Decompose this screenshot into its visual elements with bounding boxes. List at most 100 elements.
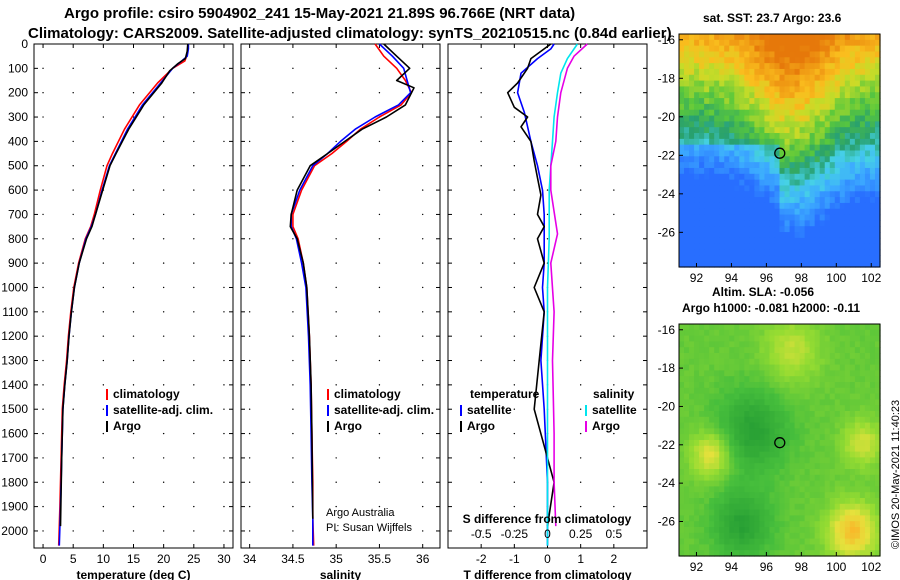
- map-cell: [709, 74, 715, 82]
- map-cell: [809, 550, 816, 557]
- grid-dot: [42, 432, 44, 435]
- map-cell: [749, 358, 755, 366]
- map-cell: [819, 167, 826, 175]
- map-cell: [809, 103, 816, 111]
- map-cell: [734, 156, 740, 163]
- map-cell: [679, 474, 685, 482]
- map-cell: [759, 538, 766, 545]
- map-cell: [869, 492, 876, 499]
- map-cell: [774, 457, 781, 464]
- map-cell: [854, 173, 861, 181]
- map-cell: [809, 202, 816, 210]
- grid-dot: [480, 140, 482, 143]
- map-cell: [849, 173, 856, 181]
- map-cell: [719, 173, 725, 181]
- map-cell: [844, 538, 851, 545]
- map-cell: [784, 480, 791, 487]
- map-cell: [684, 191, 690, 198]
- map-cell: [764, 162, 771, 169]
- grid-dot: [162, 384, 165, 386]
- map-cell: [784, 261, 791, 268]
- map-cell: [829, 445, 836, 453]
- map-cell: [859, 191, 866, 198]
- map-cell: [784, 191, 791, 198]
- map-cell: [799, 191, 806, 198]
- map-cell: [874, 226, 881, 233]
- map-cell: [859, 503, 866, 511]
- map-cell: [754, 358, 761, 366]
- map-cell: [829, 226, 836, 233]
- depth-tick-label: 1500: [1, 402, 28, 416]
- map-cell: [869, 80, 876, 88]
- grid-dot: [102, 432, 105, 435]
- map-cell: [714, 243, 720, 251]
- map-cell: [699, 74, 705, 82]
- map-cell: [804, 370, 811, 377]
- map-cell: [759, 474, 766, 482]
- map-cell: [859, 457, 866, 464]
- map-cell: [804, 121, 811, 128]
- map-cell: [859, 393, 866, 400]
- map-cell: [679, 39, 685, 47]
- map-cell: [719, 63, 725, 70]
- map-cell: [759, 133, 766, 140]
- map-cell: [864, 173, 871, 181]
- map-cell: [739, 474, 745, 482]
- map-cell: [849, 463, 856, 470]
- map-cell: [684, 185, 690, 192]
- map-cell: [794, 68, 801, 76]
- map-cell: [864, 492, 871, 499]
- map-cell: [874, 445, 881, 453]
- map-cell: [749, 480, 755, 487]
- map-cell: [709, 162, 715, 169]
- grid-dot: [102, 116, 105, 118]
- sst-lon-label: 92: [690, 271, 704, 285]
- map-cell: [744, 80, 750, 88]
- map-cell: [804, 515, 811, 522]
- map-cell: [719, 538, 725, 545]
- map-cell: [694, 255, 700, 262]
- map-cell: [719, 98, 725, 105]
- map-cell: [774, 63, 781, 70]
- grid-dot: [223, 213, 225, 216]
- map-cell: [809, 68, 816, 76]
- map-cell: [759, 121, 766, 128]
- map-cell: [849, 480, 856, 487]
- map-cell: [859, 121, 866, 128]
- map-cell: [759, 457, 766, 464]
- map-cell: [789, 411, 796, 418]
- map-cell: [804, 144, 811, 152]
- map-cell: [774, 538, 781, 545]
- map-cell: [754, 167, 761, 175]
- map-cell: [834, 382, 841, 389]
- map-cell: [814, 133, 821, 140]
- map-cell: [874, 370, 881, 377]
- map-cell: [709, 173, 715, 181]
- map-cell: [679, 261, 685, 268]
- map-cell: [704, 480, 710, 487]
- map-cell: [744, 34, 750, 41]
- map-cell: [694, 232, 700, 239]
- map-cell: [874, 51, 881, 58]
- map-cell: [804, 45, 811, 53]
- map-cell: [699, 382, 705, 389]
- map-cell: [849, 92, 856, 99]
- map-cell: [839, 335, 846, 342]
- map-cell: [694, 532, 700, 540]
- map-cell: [734, 68, 740, 76]
- map-cell: [864, 150, 871, 157]
- sst-lon-label: 102: [861, 271, 881, 285]
- map-cell: [789, 191, 796, 198]
- map-cell: [779, 197, 786, 204]
- map-cell: [759, 353, 766, 360]
- map-cell: [804, 232, 811, 239]
- map-cell: [699, 51, 705, 58]
- map-cell: [684, 179, 690, 187]
- grid-dot: [421, 165, 424, 167]
- map-cell: [774, 335, 781, 342]
- map-cell: [824, 202, 831, 210]
- map-cell: [684, 74, 690, 82]
- grid-dot: [613, 432, 615, 435]
- map-cell: [709, 457, 715, 464]
- map-cell: [869, 434, 876, 441]
